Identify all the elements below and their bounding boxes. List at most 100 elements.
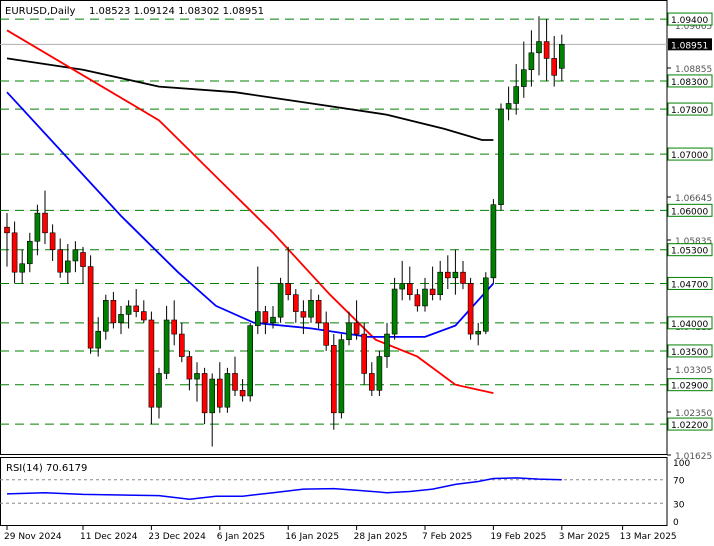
candle-body [498,108,504,205]
candle [384,322,390,368]
candle-body [528,52,535,70]
candle-body [201,373,208,414]
candle [308,289,314,323]
candle-body [11,232,18,273]
candle [239,379,246,402]
rsi-panel-layer: 100 70 30 0 [0,459,690,528]
price-tick-label: 1.01625 [675,452,712,462]
candle [277,277,284,323]
candle [72,241,79,273]
candle [247,322,253,402]
candle [475,322,482,346]
candle [399,260,406,301]
candle [338,334,345,419]
candle-body [87,266,94,349]
candle-body [19,263,26,273]
candle-body [300,311,307,318]
candle [414,289,421,312]
candle-body [482,277,489,332]
candle-body [57,249,64,273]
candle-body [95,330,101,349]
level-label: 1.02200 [671,421,708,431]
candle-body [399,283,406,290]
candle [368,362,375,396]
candle-body [194,373,200,380]
candle-body [391,288,398,335]
level-label: 1.09400 [671,16,708,26]
candle-body [536,41,542,54]
ohlc-readout: 1.08523 1.09124 1.08302 1.08951 [89,6,264,17]
candle-body [277,283,284,318]
candle [179,322,185,363]
level-label-box [667,417,713,431]
date-tick-label: 3 Mar 2025 [559,532,610,542]
candle-body [103,300,109,332]
ma-blue-line [6,91,495,338]
candle-body [118,314,124,324]
date-tick-label: 29 Nov 2024 [4,532,62,542]
level-label: 1.07000 [671,151,708,161]
level-label: 1.03500 [671,348,708,358]
candle-body [361,333,368,374]
candle-body [247,325,253,397]
level-label-box [667,378,713,392]
date-tick-label: 11 Dec 2024 [80,532,138,542]
candle [513,64,520,115]
candle [285,246,292,301]
candle [330,334,337,430]
candle [19,249,26,284]
candle [49,224,56,261]
price-tick-label: 1.02350 [675,409,712,419]
rsi-tick-label: 0 [673,518,679,528]
level-label-box [667,316,713,330]
current-price-label: 1.08951 [671,41,708,51]
date-tick-label: 6 Jan 2025 [217,532,265,542]
candle-body [467,283,474,335]
candle [57,238,64,278]
candle [80,246,86,284]
candle-body [217,378,223,408]
candle-body [437,271,444,295]
candle [103,294,109,340]
candle [444,255,451,290]
date-tick-label: 13 Mar 2025 [620,532,677,542]
date-axis-layer: 29 Nov 2024 11 Dec 2024 23 Dec 2024 6 Jan 2… [4,526,677,542]
candle [87,255,94,354]
candle [361,322,368,385]
candle [171,300,177,346]
candle-body [520,69,527,87]
candle-body [513,86,520,104]
candle-body [171,319,177,335]
candle [300,300,307,335]
candle-body [72,249,79,262]
candle [26,232,33,273]
candle-body [239,390,246,397]
candle-body [262,311,269,324]
candle-body [429,288,436,295]
candle-body [384,333,390,357]
candle [270,305,276,329]
candle [346,311,352,346]
candle [520,41,527,98]
candle [460,260,466,290]
candle-body [49,232,56,250]
candle [42,190,48,245]
candle [95,317,101,357]
candle [406,266,413,301]
date-tick-label: 23 Dec 2024 [148,532,206,542]
date-tick-label: 19 Feb 2025 [490,532,546,542]
candle [323,311,330,351]
candle-body [460,271,466,284]
candle [391,277,398,340]
candle-body [406,283,413,295]
rsi-tick-label: 30 [673,500,685,510]
candle-body [551,58,558,76]
candle [156,367,162,419]
candle [315,294,322,329]
price-tick-label: 1.03305 [675,366,712,376]
rsi-panel-frame [0,457,668,526]
price-tick-label: 1.06645 [675,194,712,204]
candle-body [452,271,459,279]
